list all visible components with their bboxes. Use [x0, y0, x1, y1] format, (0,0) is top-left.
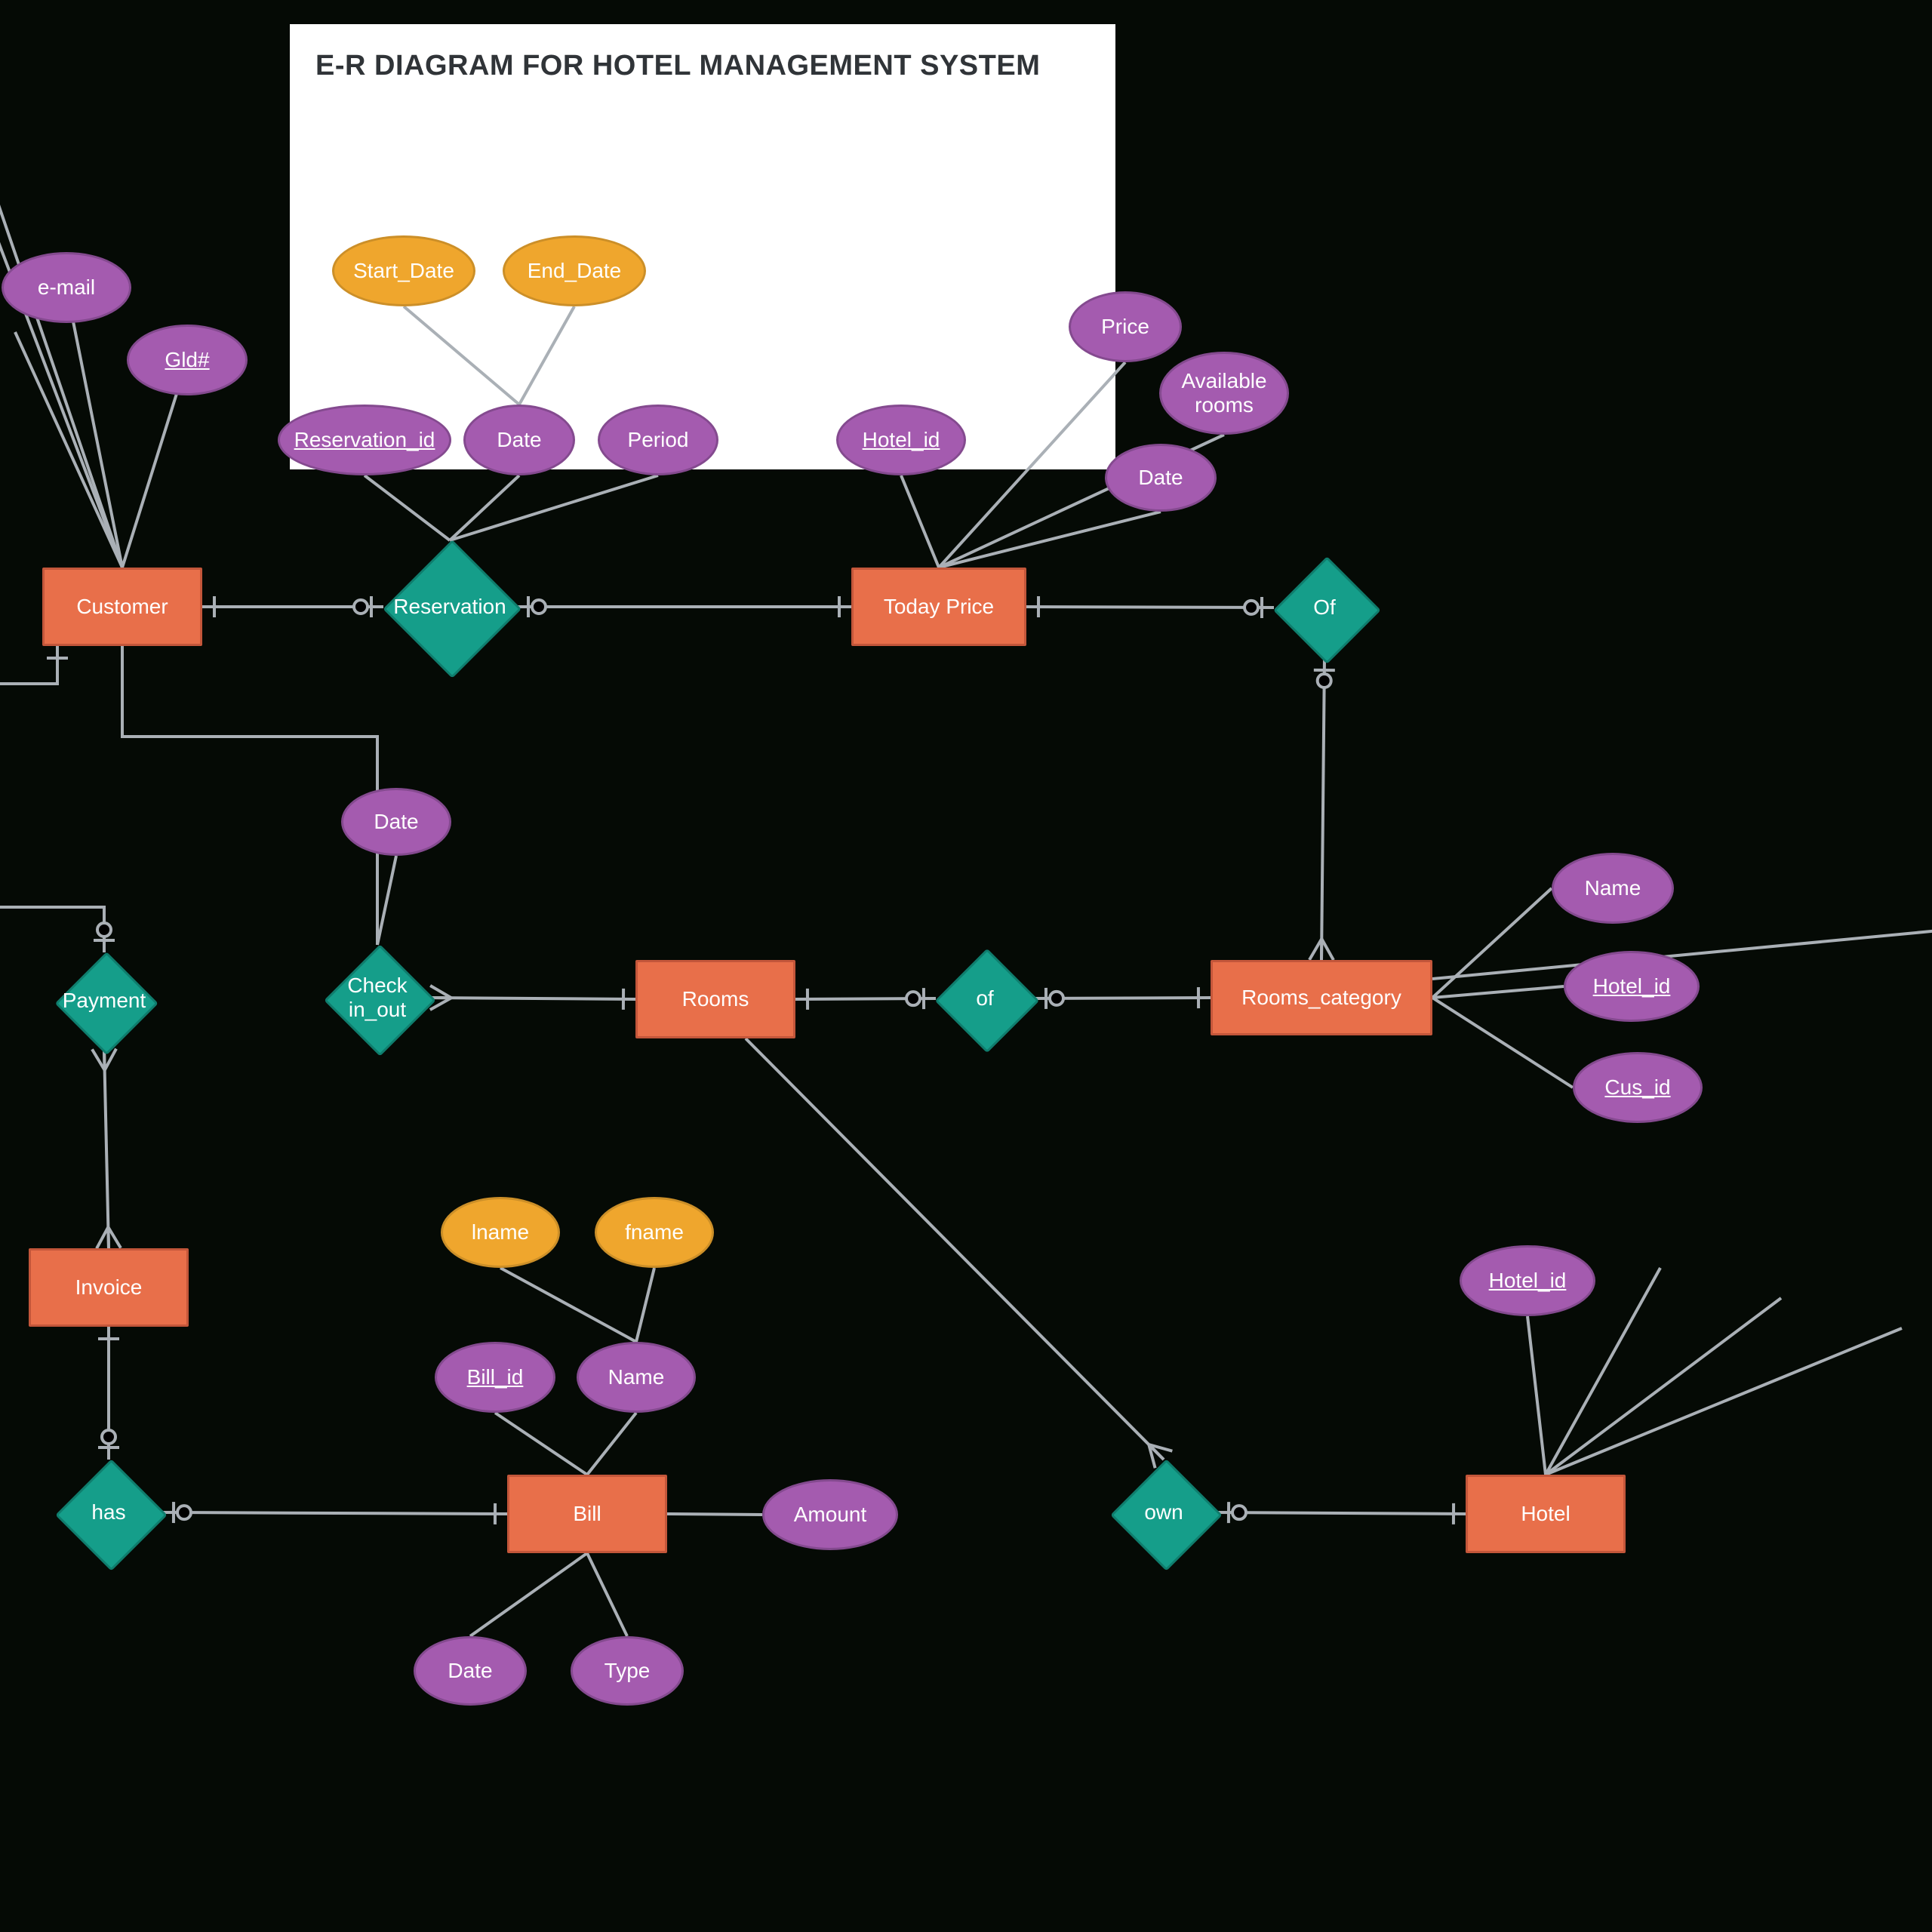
node-own: own — [1111, 1460, 1217, 1565]
node-res_id: Reservation_id — [278, 405, 451, 475]
node-rooms: Rooms — [635, 960, 795, 1038]
node-lname: lname — [441, 1197, 560, 1268]
node-check: Check in_out — [325, 945, 430, 1051]
node-email: e-mail — [2, 252, 131, 323]
node-hotel: Hotel — [1466, 1475, 1626, 1553]
node-amount: Amount — [762, 1479, 898, 1550]
node-price: Price — [1069, 291, 1182, 362]
node-period: Period — [598, 405, 718, 475]
node-start_date: Start_Date — [332, 235, 475, 306]
node-hotel_id_tp: Hotel_id — [836, 405, 966, 475]
node-cus_id: Cus_id — [1573, 1052, 1703, 1123]
node-tp_date: Date — [1105, 444, 1217, 512]
node-fname: fname — [595, 1197, 714, 1268]
node-customer: Customer — [42, 568, 202, 646]
node-bill_name: Name — [577, 1342, 696, 1413]
node-end_date: End_Date — [503, 235, 646, 306]
node-bill_id: Bill_id — [435, 1342, 555, 1413]
node-of_mid: of — [936, 949, 1034, 1048]
node-res_date: Date — [463, 405, 575, 475]
diagram-title: E-R DIAGRAM FOR HOTEL MANAGEMENT SYSTEM — [315, 50, 1040, 82]
node-reservation: Reservation — [383, 540, 516, 673]
node-gld: Gld# — [127, 325, 248, 395]
node-payment: Payment — [56, 952, 152, 1049]
node-bill: Bill — [507, 1475, 667, 1553]
diagram-canvas: E-R DIAGRAM FOR HOTEL MANAGEMENT SYSTEM … — [0, 0, 1932, 1932]
node-has: has — [56, 1460, 162, 1565]
node-bill_date: Date — [414, 1636, 527, 1706]
node-cat_name: Name — [1552, 853, 1674, 924]
node-avail: Available rooms — [1159, 352, 1289, 435]
node-of_top: Of — [1274, 557, 1375, 658]
node-check_date: Date — [341, 788, 451, 856]
node-cat_hotel: Hotel_id — [1564, 951, 1700, 1022]
node-invoice: Invoice — [29, 1248, 189, 1327]
node-hotel_id_h: Hotel_id — [1460, 1245, 1595, 1316]
node-today_price: Today Price — [851, 568, 1026, 646]
node-rooms_cat: Rooms_category — [1211, 960, 1432, 1035]
node-bill_type: Type — [571, 1636, 684, 1706]
